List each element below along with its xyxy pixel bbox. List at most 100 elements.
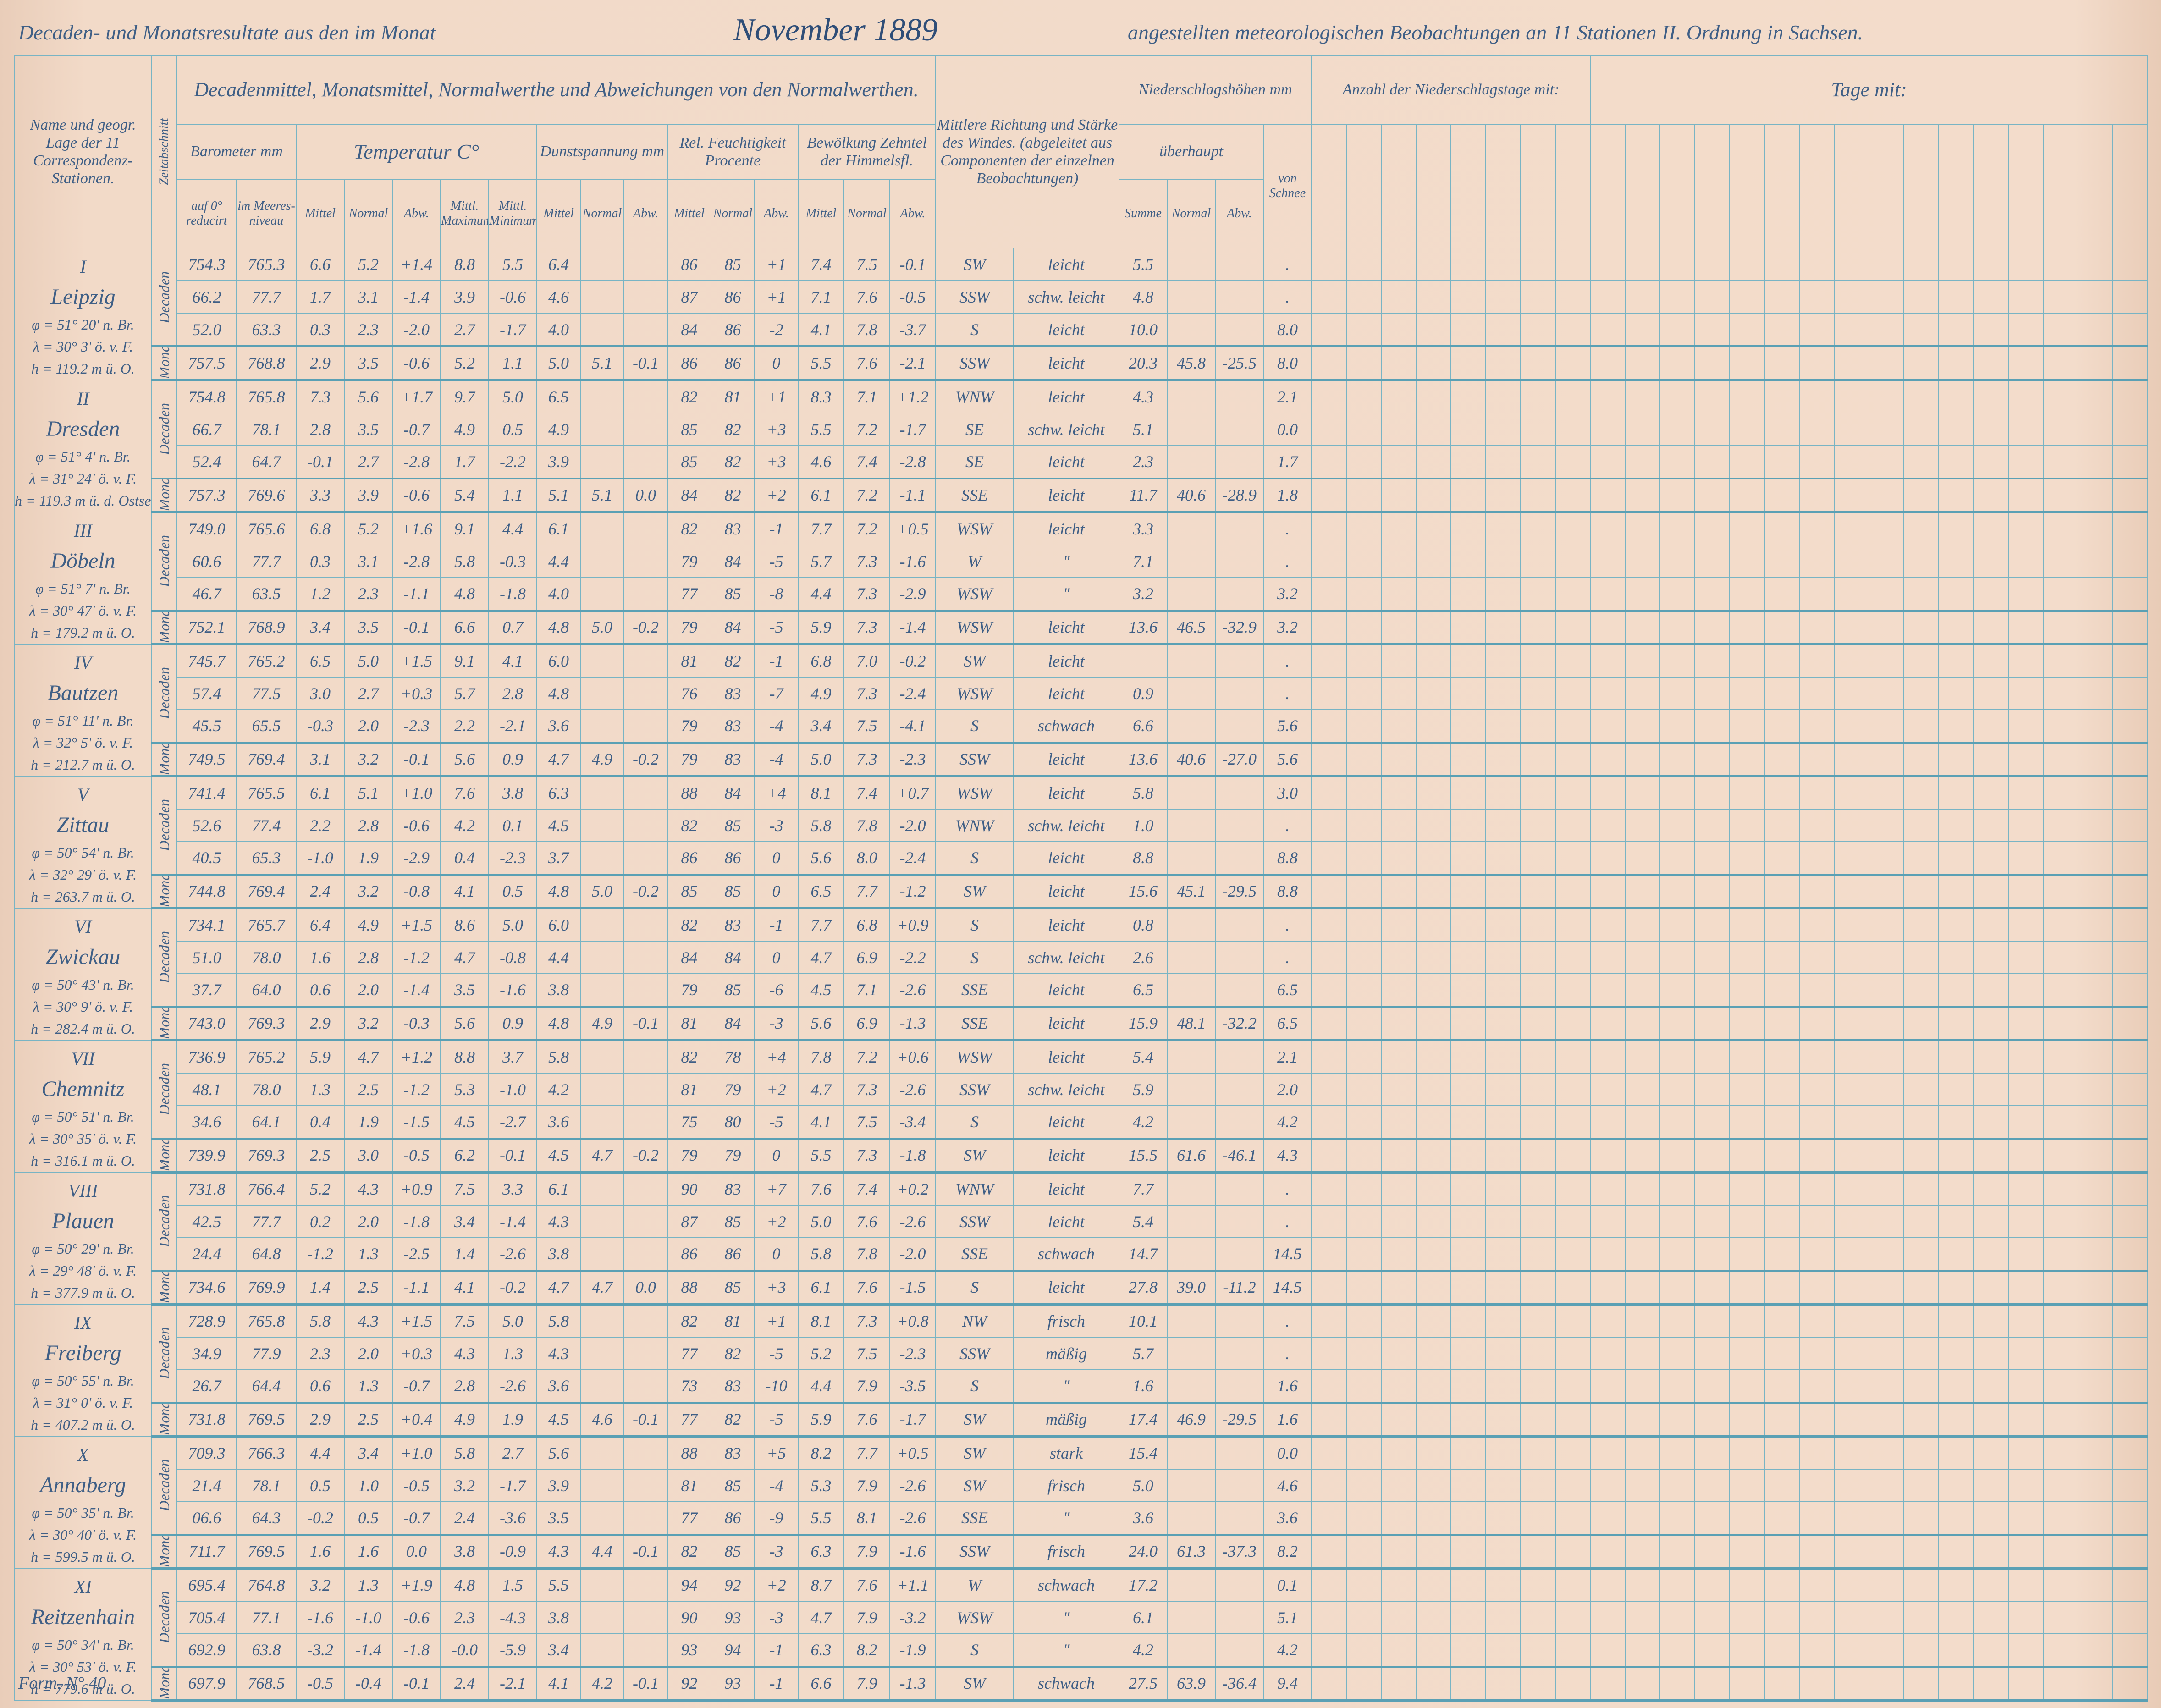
value-cell: 2.9 (296, 1005, 345, 1041)
day-cell (1590, 1533, 1626, 1570)
station-number: IV (74, 652, 92, 673)
value-cell (1167, 1337, 1216, 1370)
day-cell (2078, 1369, 2114, 1403)
value-cell: 5.0 (536, 345, 581, 381)
value-cell: -0.7 (392, 1369, 441, 1403)
value-cell: -25.5 (1215, 345, 1264, 381)
day-cell (1834, 1501, 1870, 1535)
value-cell: 4.3 (440, 1337, 489, 1370)
day-cell (1485, 1401, 1522, 1438)
period-label: Decaden (152, 248, 177, 347)
day-cell (1346, 413, 1382, 446)
day-cell (1869, 1533, 1905, 1570)
day-cell (1764, 1469, 1800, 1502)
value-cell: -2.3 (889, 1337, 937, 1370)
table-row: 51.0 78.0 1.6 2.8 -1.2 4.7 -0.8 4.4 84 84 0 4.7 6.9-… (14, 941, 2149, 974)
day-cell (2008, 445, 2044, 479)
day-cell (1346, 1205, 1382, 1238)
value-cell: 48.1 (176, 1073, 237, 1106)
day-cell (1555, 313, 1591, 347)
value-cell: 86 (667, 1237, 711, 1271)
day-cell (1485, 345, 1522, 381)
value-cell: 82 (667, 1303, 711, 1338)
day-column-head (1346, 124, 1382, 248)
value-cell: 2.3 (344, 313, 393, 347)
day-cell (2043, 1369, 2079, 1403)
day-cell (1485, 280, 1522, 314)
value-cell: 84 (667, 477, 711, 513)
value-cell: 697.9 (176, 1665, 237, 1702)
value-cell (1215, 280, 1264, 314)
value-cell: 4.7 (536, 741, 581, 777)
day-cell (1694, 280, 1731, 314)
value-cell: 2.4 (296, 873, 345, 909)
day-cell (1869, 1137, 1905, 1174)
value-cell: -5 (754, 1105, 799, 1139)
station-number: I (80, 256, 86, 277)
value-cell: 4.1 (440, 1269, 489, 1306)
day-cell (1381, 313, 1417, 347)
value-cell: 3.4 (344, 1435, 393, 1470)
day-cell (2043, 809, 2079, 842)
day-cell (1311, 413, 1347, 446)
value-cell: 92 (711, 1567, 755, 1602)
value-cell: -1 (754, 511, 799, 546)
day-cell (1659, 1205, 1696, 1238)
day-cell (1834, 677, 1870, 710)
day-cell (2112, 1171, 2149, 1206)
day-cell (1764, 809, 1800, 842)
day-cell (1625, 809, 1661, 842)
day-cell (1416, 709, 1452, 743)
day-cell (1555, 247, 1591, 281)
day-cell (1973, 1337, 2009, 1370)
day-cell (1520, 1105, 1556, 1139)
value-cell (580, 379, 624, 414)
header-sub: Normal (580, 179, 624, 248)
value-cell: 7.1 (843, 973, 890, 1007)
value-cell: 3.6 (536, 709, 581, 743)
day-cell (1973, 477, 2009, 513)
day-cell (2043, 477, 2079, 513)
value-cell: -2.4 (889, 841, 937, 875)
value-cell: 0.5 (296, 1469, 345, 1502)
day-cell (1938, 313, 1974, 347)
day-cell (1590, 709, 1626, 743)
day-cell (1311, 809, 1347, 842)
value-cell: " (1013, 1633, 1120, 1667)
value-cell: " (1013, 577, 1120, 611)
value-cell: 3.8 (536, 1237, 581, 1271)
day-cell (1799, 1567, 1835, 1602)
day-cell (1764, 477, 1800, 513)
value-cell: -1 (754, 1633, 799, 1667)
value-cell: 63.5 (236, 577, 297, 611)
value-cell: 769.3 (236, 1137, 297, 1174)
station-cell: I Leipzig φ = 51° 20' n. Br. λ = 30° 3' ö. … (14, 248, 152, 380)
day-cell (1381, 1171, 1417, 1206)
day-cell (1799, 1533, 1835, 1570)
day-cell (1903, 345, 1940, 381)
value-cell: -1.8 (392, 1205, 441, 1238)
value-cell: 3.8 (440, 1533, 489, 1570)
day-cell (1903, 1601, 1940, 1634)
day-cell (1311, 477, 1347, 513)
value-cell: 7.1 (798, 280, 844, 314)
day-cell (1590, 643, 1626, 678)
day-cell (2112, 511, 2149, 546)
day-cell (1381, 1369, 1417, 1403)
value-cell (623, 1171, 668, 1206)
table-row: III Döbeln φ = 51° 7' n. Br. λ = 30° 47' ö.… (14, 511, 2149, 645)
day-cell (2043, 1073, 2079, 1106)
day-cell (1311, 1205, 1347, 1238)
value-cell: -0.1 (392, 741, 441, 777)
day-cell (1625, 741, 1661, 777)
value-cell: 82 (667, 511, 711, 546)
value-cell: 3.2 (1263, 577, 1312, 611)
day-cell (1346, 1073, 1382, 1106)
day-cell (1381, 1269, 1417, 1306)
day-cell (1869, 741, 1905, 777)
day-cell (2008, 1237, 2044, 1271)
value-cell (1215, 313, 1264, 347)
day-cell (1416, 413, 1452, 446)
day-cell (1764, 1237, 1800, 1271)
day-cell (1659, 907, 1696, 942)
